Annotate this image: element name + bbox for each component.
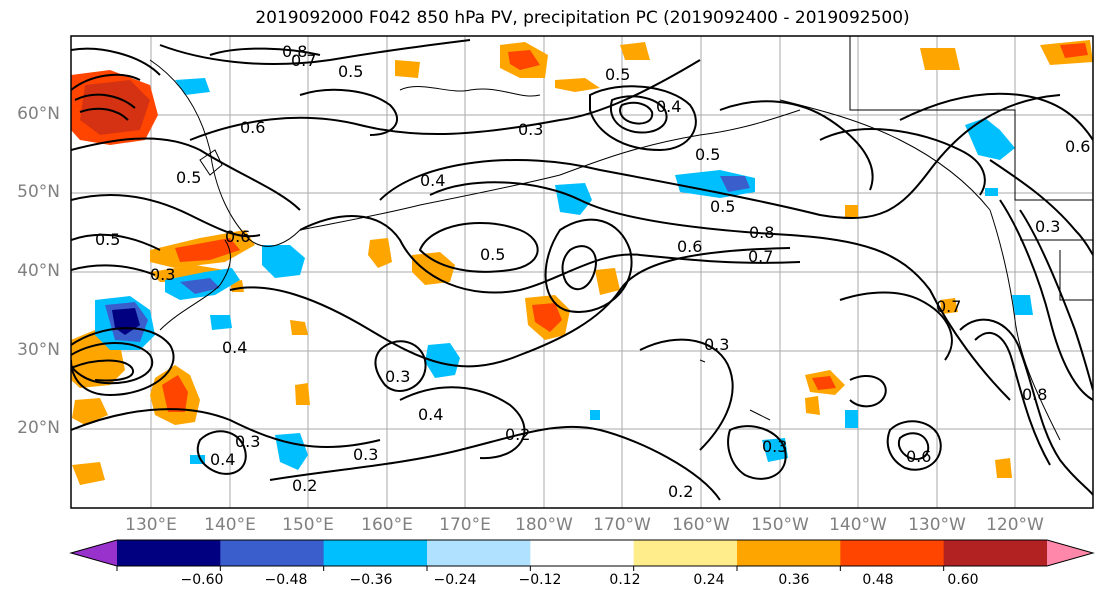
contour-label: 0.8 — [282, 42, 307, 61]
colorbar-tick-label: 0.36 — [778, 572, 810, 588]
colorbar-cell — [943, 540, 1048, 566]
colorbar-cell — [840, 540, 945, 566]
contour-label: 0.3 — [704, 335, 729, 354]
contour-label: 0.4 — [420, 171, 445, 190]
contour-label: 0.5 — [176, 168, 201, 187]
contour-label: 0.4 — [210, 450, 235, 469]
colorbar-cell — [633, 540, 738, 566]
lon-label: 180°W — [515, 515, 573, 535]
contour-label: 0.7 — [291, 51, 316, 70]
lon-label: 160°W — [672, 515, 730, 535]
lon-label: 130°E — [125, 515, 177, 535]
contour-label: 0.6 — [1065, 137, 1090, 156]
contour-label: 0.3 — [385, 367, 410, 386]
contour-label: 0.5 — [605, 65, 630, 84]
pv-contours — [71, 39, 1093, 501]
lon-label: 120°W — [986, 515, 1044, 535]
colorbar-cell — [323, 540, 428, 566]
lat-label: 30°N — [17, 340, 60, 360]
colorbar-cell — [427, 540, 531, 566]
lon-label: 150°W — [751, 515, 809, 535]
colorbar-tick-label: −0.12 — [518, 572, 562, 588]
colorbar-tick-label: 0.12 — [609, 572, 641, 588]
contour-label: 0.5 — [695, 145, 720, 164]
lon-label: 140°W — [829, 515, 887, 535]
contour-label: 0.7 — [748, 247, 773, 266]
lon-label: 170°W — [593, 515, 651, 535]
contour-label: 0.6 — [677, 237, 702, 256]
lon-label: 130°W — [908, 515, 966, 535]
colorbar-tick-label: −0.60 — [180, 572, 224, 588]
contour-label: 0.3 — [762, 437, 787, 456]
contour-label: 0.2 — [292, 476, 317, 495]
contour-label: 0.3 — [235, 432, 260, 451]
colorbar-cell — [530, 540, 635, 566]
contour-label: 0.3 — [518, 120, 543, 139]
precip-negative-areas — [95, 78, 1033, 470]
contour-label: 0.3 — [150, 265, 175, 284]
colorbar-extend-max — [1047, 540, 1093, 566]
contour-label: 0.8 — [1022, 385, 1047, 404]
contour-label: 0.7 — [936, 297, 961, 316]
lat-label: 50°N — [17, 182, 60, 202]
contour-label: 0.5 — [480, 245, 505, 264]
colorbar-tick-label: −0.48 — [264, 572, 308, 588]
contour-label: 0.4 — [418, 405, 443, 424]
map-title: 2019092000 F042 850 hPa PV, precipitatio… — [255, 8, 910, 28]
contour-label: 0.6 — [225, 227, 250, 246]
colorbar-cells — [71, 540, 1093, 566]
lon-label: 160°E — [361, 515, 413, 535]
contour-label: 0.3 — [1035, 217, 1060, 236]
colorbar-cell — [117, 540, 221, 566]
contour-label: 0.6 — [240, 118, 265, 137]
contour-label: 0.8 — [749, 223, 774, 242]
lon-label: 170°E — [439, 515, 491, 535]
colorbar-tick-label: −0.24 — [433, 572, 477, 588]
contour-label: 0.5 — [338, 62, 363, 81]
lon-label: 140°E — [204, 515, 256, 535]
contour-label: 0.2 — [668, 482, 693, 501]
contour-label: 0.3 — [353, 445, 378, 464]
contour-labels: 0.8 0.5 0.7 0.6 0.3 0.5 0.4 0.4 0.3 0.5 … — [95, 42, 1090, 501]
colorbar-tick-label: 0.48 — [862, 572, 894, 588]
colorbar-ticks — [116, 566, 945, 571]
lat-label: 60°N — [17, 104, 60, 124]
colorbar-extend-min — [71, 540, 117, 566]
colorbar-tick-label: 0.24 — [693, 572, 725, 588]
contour-label: 0.4 — [222, 338, 247, 357]
lon-label: 150°E — [282, 515, 334, 535]
colorbar-tick-label: −0.36 — [349, 572, 393, 588]
contour-label: 0.2 — [505, 425, 530, 444]
colorbar-cell — [220, 540, 325, 566]
colorbar-tick-label: 0.60 — [947, 572, 979, 588]
contour-label: 0.6 — [906, 447, 931, 466]
contour-label: 0.5 — [710, 197, 735, 216]
lat-label: 40°N — [17, 261, 60, 281]
colorbar — [69, 539, 1095, 571]
contour-label: 0.5 — [95, 230, 120, 249]
lat-label: 20°N — [17, 418, 60, 438]
coastlines — [149, 36, 1093, 441]
map-frame — [70, 35, 1094, 509]
colorbar-cell — [737, 540, 841, 566]
contour-label: 0.4 — [656, 97, 681, 116]
